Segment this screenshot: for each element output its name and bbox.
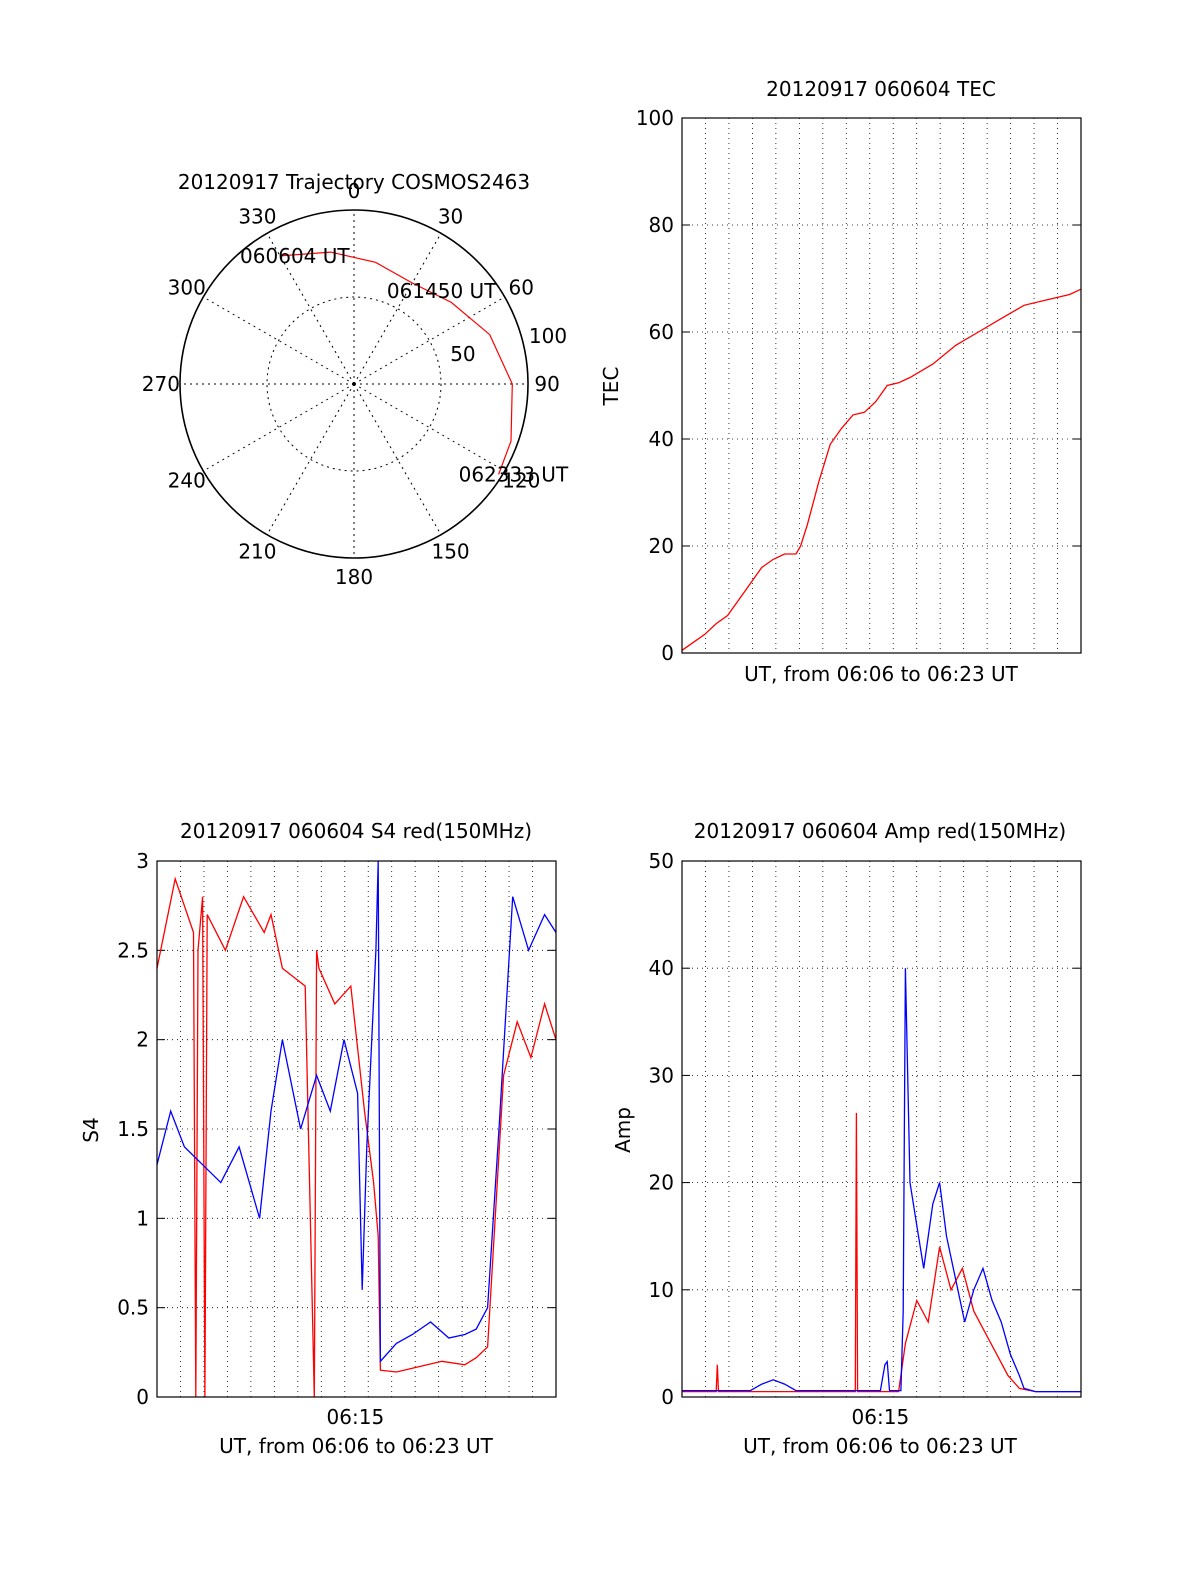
y-tick-label: 50 — [649, 849, 674, 873]
polar-spoke-60 — [353, 296, 505, 385]
x-tick-label: 06:15 — [327, 1405, 385, 1429]
s4-xlabel: UT, from 06:06 to 06:23 UT — [219, 1434, 494, 1458]
y-tick-label: 2 — [136, 1028, 149, 1052]
y-tick-label: 20 — [649, 1171, 674, 1195]
polar-ring-0 — [266, 296, 442, 472]
polar-spoke-30 — [353, 233, 442, 385]
polar-azimuth-label-210: 210 — [238, 539, 276, 563]
y-tick-label: 3 — [136, 849, 149, 873]
polar-trajectory-line-0 — [279, 251, 513, 475]
y-tick-label: 0 — [661, 1385, 674, 1409]
series-line-1 — [682, 968, 1081, 1393]
polar-azimuth-label-270: 270 — [142, 372, 180, 396]
y-tick-label: 40 — [649, 956, 674, 980]
polar-annotation-0: 060604 UT — [240, 244, 350, 268]
y-tick-label: 20 — [649, 534, 674, 558]
series-line-1 — [156, 860, 557, 1363]
polar-labels: 0 30 60 90 120 150 180 210 240 270 300 330 50 100 0606… — [142, 179, 569, 589]
tec-plot-area: 0 20 40 60 80 100 — [636, 106, 1082, 665]
tec-title: 20120917 060604 TEC — [766, 77, 996, 101]
s4-ylabel: S4 — [79, 1117, 103, 1142]
plot-frame — [156, 860, 557, 1398]
x-tick-label: 06:15 — [852, 1405, 910, 1429]
polar-azimuth-label-300: 300 — [168, 275, 206, 299]
polar-spoke-240 — [203, 383, 355, 472]
tec-panel: 20120917 060604 TEC TEC UT, from 06:06 t… — [599, 77, 1082, 686]
y-tick-label: 80 — [649, 213, 674, 237]
series-line-0 — [156, 876, 557, 1398]
y-tick-label: 10 — [649, 1278, 674, 1302]
y-tick-label: 0 — [661, 641, 674, 665]
y-tick-label: 1.5 — [117, 1117, 149, 1141]
y-tick-label: 100 — [636, 106, 674, 130]
polar-series — [279, 251, 513, 475]
polar-azimuth-label-90: 90 — [534, 372, 559, 396]
polar-azimuth-label-330: 330 — [238, 205, 276, 229]
polar-annotation-2: 062333 UT — [459, 462, 569, 486]
s4-panel: 20120917 060604 S4 red(150MHz) S4 UT, fr… — [79, 819, 557, 1458]
series-line-0 — [682, 1112, 1081, 1393]
plot-frame — [681, 860, 1082, 1398]
polar-azimuth-label-150: 150 — [431, 539, 469, 563]
y-tick-label: 30 — [649, 1063, 674, 1087]
polar-azimuth-label-30: 30 — [438, 205, 463, 229]
polar-spoke-150 — [353, 383, 442, 535]
amp-xlabel: UT, from 06:06 to 06:23 UT — [743, 1434, 1018, 1458]
polar-title: 20120917 Trajectory COSMOS2463 — [178, 170, 530, 194]
polar-spoke-120 — [353, 383, 505, 472]
polar-trajectory-panel: 20120917 Trajectory COSMOS2463 0 30 60 90 12… — [142, 170, 569, 589]
tec-xlabel: UT, from 06:06 to 06:23 UT — [744, 662, 1019, 686]
polar-annotation-1: 061450 UT — [387, 279, 497, 303]
series-line-0 — [681, 288, 1082, 651]
polar-outer-circle — [179, 209, 529, 559]
polar-azimuth-label-180: 180 — [335, 565, 373, 589]
y-tick-label: 60 — [649, 320, 674, 344]
polar-radial-label-1: 100 — [529, 324, 567, 348]
s4-title: 20120917 060604 S4 red(150MHz) — [180, 819, 532, 843]
polar-azimuth-label-60: 60 — [509, 275, 534, 299]
plot-frame — [681, 117, 1082, 654]
polar-spoke-330 — [266, 233, 355, 385]
amp-ylabel: Amp — [611, 1107, 635, 1153]
amp-title: 20120917 060604 Amp red(150MHz) — [694, 819, 1066, 843]
y-tick-label: 1 — [136, 1206, 149, 1230]
polar-radial-label-0: 50 — [450, 342, 475, 366]
polar-azimuth-label-0: 0 — [348, 179, 361, 203]
polar-grid — [179, 209, 529, 559]
y-tick-label: 0 — [136, 1385, 149, 1409]
y-tick-label: 2.5 — [117, 938, 149, 962]
amp-panel: 20120917 060604 Amp red(150MHz) Amp UT, … — [611, 819, 1082, 1458]
s4-plot-area: 0 0.5 1 1.5 2 2.5 3 06:15 — [117, 849, 557, 1429]
y-tick-label: 40 — [649, 427, 674, 451]
polar-spoke-210 — [266, 383, 355, 535]
polar-azimuth-label-240: 240 — [168, 469, 206, 493]
polar-azimuth-label-120: 120 — [502, 469, 540, 493]
y-tick-label: 0.5 — [117, 1296, 149, 1320]
tec-ylabel: TEC — [599, 367, 623, 407]
polar-spoke-300 — [203, 296, 355, 385]
amp-plot-area: 0 10 20 30 40 50 06:15 — [649, 849, 1082, 1429]
